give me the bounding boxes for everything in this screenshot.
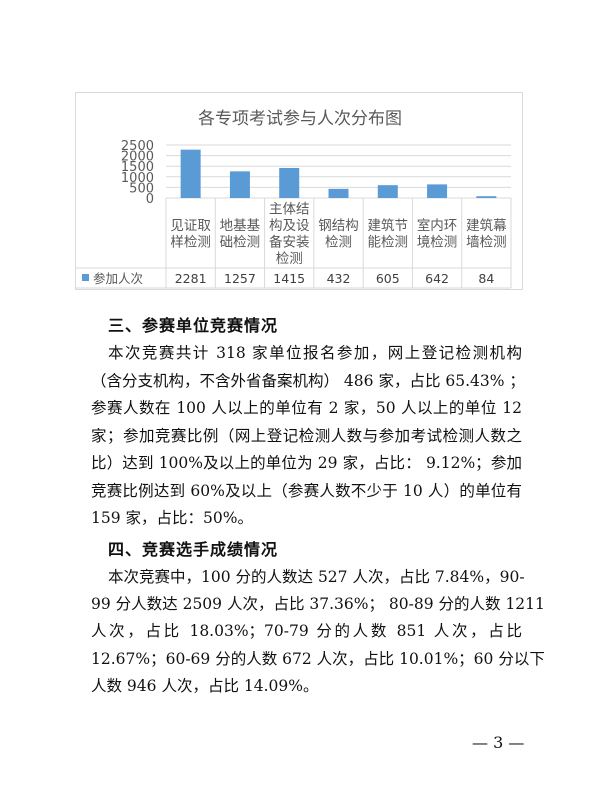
x-category-label: 样检测 <box>170 234 211 250</box>
paragraph-line: 本次竞赛共计 318 家单位报名参加，网上登记检测机构 <box>108 344 522 362</box>
y-tick-label: 0 <box>146 192 154 207</box>
bar <box>377 185 398 198</box>
bar <box>476 196 497 198</box>
x-category-label: 地基基 <box>220 217 261 234</box>
paragraph-line: 159 家，占比：50%。 <box>91 509 253 527</box>
data-label: 2281 <box>175 271 207 286</box>
paragraph-line: 人次，占比 18.03%；70-79 分的人数 851 人次，占比 <box>91 622 522 641</box>
bar <box>427 184 448 198</box>
paragraph-line: （含分支机构，不含外省备案机构） 486 家，占比 65.43% ； <box>91 371 525 390</box>
section-heading: 三、参赛单位竞赛情况 <box>108 316 279 335</box>
x-category-label: 室内环 <box>417 217 458 234</box>
x-category-label: 础检测 <box>220 234 261 250</box>
bar <box>328 188 349 198</box>
y-tick-label: 1000 <box>121 171 154 186</box>
y-tick-label: 2500 <box>121 139 154 154</box>
paragraph-line: 竞赛比例达到 60%及以上（参赛人数不少于 10 人）的单位有 <box>91 481 522 500</box>
data-label: 84 <box>478 271 494 286</box>
x-category-label: 钢结构 <box>318 218 359 234</box>
bar <box>279 168 300 198</box>
paragraph-line: 本次竞赛中，100 分的人数达 527 人次，占比 7.84%，90- <box>108 568 525 586</box>
section-heading: 四、竞赛选手成绩情况 <box>108 540 279 559</box>
paragraph-line: 99 分人数达 2509 人次，占比 37.36%； 80-89 分的人数 12… <box>91 595 545 614</box>
x-category-label: 建筑幕 <box>466 218 507 234</box>
x-category-label: 建筑节 <box>368 218 409 234</box>
legend-label: 参加人次 <box>93 271 143 286</box>
x-category-label: 检测 <box>276 251 303 267</box>
legend-swatch <box>82 274 89 281</box>
page-number: — 3 — <box>472 733 525 752</box>
bar <box>229 171 250 198</box>
x-category-label: 检测 <box>325 234 352 250</box>
y-tick-label: 1500 <box>121 160 154 175</box>
paragraph-line: 参赛人数在 100 人以上的单位有 2 家，50 人以上的单位 12 <box>91 399 522 417</box>
paragraph-line: 12.67%；60-69 分的人数 672 人次，占比 10.01%；60 分以… <box>91 649 545 668</box>
bar-chart: 各专项考试参与人次分布图 0 500 1000 1500 2000 2500 见证取 样检测 22… <box>75 92 523 290</box>
x-category-label: 能检测 <box>368 234 409 250</box>
chart-title: 各专项考试参与人次分布图 <box>198 109 402 129</box>
data-label: 432 <box>327 271 351 286</box>
x-category-label: 构及设 <box>269 218 310 234</box>
paragraph-line: 比）达到 100%及以上的单位为 29 家，占比： 9.12%；参加 <box>91 454 522 472</box>
data-label: 642 <box>425 271 449 286</box>
x-category-label: 境检测 <box>417 234 458 250</box>
data-label: 605 <box>376 271 400 286</box>
data-label: 1257 <box>224 271 256 286</box>
data-label: 1415 <box>273 271 305 286</box>
x-category-label: 主体结 <box>269 201 310 217</box>
bar <box>180 149 201 198</box>
y-tick-label: 500 <box>129 181 154 196</box>
x-category-label: 墙检测 <box>466 234 507 250</box>
x-category-label: 备安装 <box>269 233 310 250</box>
y-tick-label: 2000 <box>121 150 154 165</box>
x-category-label: 见证取 <box>170 218 211 234</box>
paragraph-line: 人数 946 人次，占比 14.09%。 <box>91 676 319 695</box>
paragraph-line: 家；参加竞赛比例（网上登记检测人数与参加考试检测人数之 <box>91 426 522 445</box>
